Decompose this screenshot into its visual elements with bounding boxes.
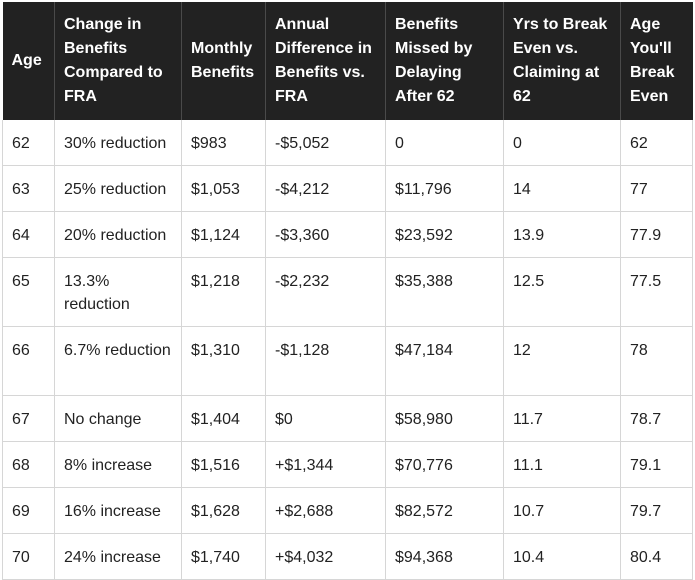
cell-monthly: $1,124 [181, 211, 266, 258]
table-row: 63 25% reduction $1,053 -$4,212 $11,796 … [2, 165, 693, 212]
cell-break-even-age: 62 [620, 120, 693, 166]
table-row: 65 13.3% reduction $1,218 -$2,232 $35,38… [2, 257, 693, 327]
cell-age: 70 [2, 533, 55, 580]
cell-years-break-even: 10.4 [503, 533, 621, 580]
cell-change: 16% increase [54, 487, 182, 534]
cell-change: 20% reduction [54, 211, 182, 258]
table-row: 70 24% increase $1,740 +$4,032 $94,368 1… [2, 533, 693, 580]
cell-missed: $58,980 [385, 395, 504, 442]
cell-age: 67 [2, 395, 55, 442]
cell-missed: $35,388 [385, 257, 504, 327]
cell-monthly: $1,218 [181, 257, 266, 327]
cell-change: 24% increase [54, 533, 182, 580]
cell-age: 69 [2, 487, 55, 534]
cell-annual-diff: -$1,128 [265, 326, 386, 396]
cell-monthly: $1,628 [181, 487, 266, 534]
table-row: 64 20% reduction $1,124 -$3,360 $23,592 … [2, 211, 693, 258]
table-row: 66 6.7% reduction $1,310 -$1,128 $47,184… [2, 326, 693, 396]
cell-years-break-even: 11.1 [503, 441, 621, 488]
table-row: 68 8% increase $1,516 +$1,344 $70,776 11… [2, 441, 693, 488]
cell-age: 66 [2, 326, 55, 396]
table-row: 62 30% reduction $983 -$5,052 0 0 62 [2, 120, 693, 166]
cell-age: 64 [2, 211, 55, 258]
cell-break-even-age: 78.7 [620, 395, 693, 442]
cell-monthly: $1,740 [181, 533, 266, 580]
cell-annual-diff: +$2,688 [265, 487, 386, 534]
cell-years-break-even: 11.7 [503, 395, 621, 442]
cell-annual-diff: +$4,032 [265, 533, 386, 580]
cell-years-break-even: 12 [503, 326, 621, 396]
cell-missed: $23,592 [385, 211, 504, 258]
cell-missed: $11,796 [385, 165, 504, 212]
header-change-in-benefits: Change in Benefits Compared to FRA [54, 2, 182, 120]
header-break-even-age: Age You'll Break Even [620, 2, 693, 120]
cell-change: No change [54, 395, 182, 442]
cell-age: 65 [2, 257, 55, 327]
cell-monthly: $1,516 [181, 441, 266, 488]
cell-annual-diff: $0 [265, 395, 386, 442]
cell-monthly: $1,404 [181, 395, 266, 442]
cell-change: 30% reduction [54, 120, 182, 166]
cell-years-break-even: 13.9 [503, 211, 621, 258]
header-benefits-missed: Benefits Missed by Delaying After 62 [385, 2, 504, 120]
cell-annual-diff: -$3,360 [265, 211, 386, 258]
cell-age: 68 [2, 441, 55, 488]
cell-monthly: $1,310 [181, 326, 266, 396]
cell-missed: $47,184 [385, 326, 504, 396]
cell-break-even-age: 78 [620, 326, 693, 396]
table-row: 67 No change $1,404 $0 $58,980 11.7 78.7 [2, 395, 693, 442]
cell-break-even-age: 80.4 [620, 533, 693, 580]
cell-missed: $82,572 [385, 487, 504, 534]
header-age: Age [2, 2, 55, 120]
cell-break-even-age: 79.1 [620, 441, 693, 488]
cell-monthly: $1,053 [181, 165, 266, 212]
cell-age: 63 [2, 165, 55, 212]
cell-years-break-even: 14 [503, 165, 621, 212]
cell-annual-diff: +$1,344 [265, 441, 386, 488]
cell-break-even-age: 79.7 [620, 487, 693, 534]
header-row: Age Change in Benefits Compared to FRA M… [2, 2, 693, 120]
header-annual-difference: Annual Difference in Benefits vs. FRA [265, 2, 386, 120]
cell-years-break-even: 10.7 [503, 487, 621, 534]
cell-change: 25% reduction [54, 165, 182, 212]
cell-years-break-even: 0 [503, 120, 621, 166]
table-row: 69 16% increase $1,628 +$2,688 $82,572 1… [2, 487, 693, 534]
cell-break-even-age: 77 [620, 165, 693, 212]
cell-age: 62 [2, 120, 55, 166]
cell-missed: $94,368 [385, 533, 504, 580]
header-monthly-benefits: Monthly Benefits [181, 2, 266, 120]
cell-annual-diff: -$5,052 [265, 120, 386, 166]
cell-missed: 0 [385, 120, 504, 166]
header-years-to-break-even: Yrs to Break Even vs. Claiming at 62 [503, 2, 621, 120]
cell-monthly: $983 [181, 120, 266, 166]
cell-change: 6.7% reduction [54, 326, 182, 396]
cell-break-even-age: 77.9 [620, 211, 693, 258]
cell-annual-diff: -$4,212 [265, 165, 386, 212]
cell-change: 13.3% reduction [54, 257, 182, 327]
cell-break-even-age: 77.5 [620, 257, 693, 327]
cell-change: 8% increase [54, 441, 182, 488]
cell-years-break-even: 12.5 [503, 257, 621, 327]
cell-missed: $70,776 [385, 441, 504, 488]
cell-annual-diff: -$2,232 [265, 257, 386, 327]
